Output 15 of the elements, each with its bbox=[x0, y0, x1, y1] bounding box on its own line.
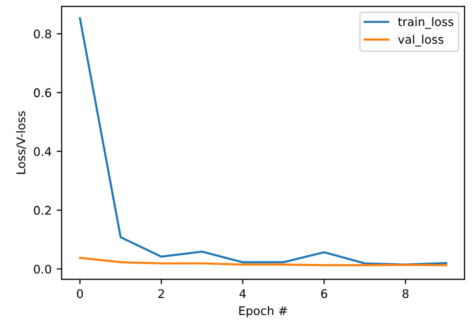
x-tick-label: 2 bbox=[158, 289, 164, 298]
x-tick-label: 0 bbox=[76, 289, 83, 298]
y-tick-label: 0.2 bbox=[34, 206, 51, 215]
legend-label: train_loss bbox=[398, 17, 454, 29]
y-tick-label: 0.4 bbox=[34, 147, 52, 156]
y-tick-label: 0.0 bbox=[34, 264, 52, 274]
y-tick-label: 0.6 bbox=[34, 88, 52, 98]
x-tick-label: 8 bbox=[402, 289, 408, 298]
x-tick-label: 6 bbox=[321, 289, 328, 298]
y-tick-label: 0.8 bbox=[34, 29, 52, 38]
line-series bbox=[78, 256, 448, 266]
y-axis-title: Loss/V-loss bbox=[16, 111, 26, 174]
legend-label: val_loss bbox=[398, 34, 444, 46]
x-tick-label: 4 bbox=[240, 289, 246, 298]
x-axis-title: Epoch # bbox=[239, 306, 288, 318]
